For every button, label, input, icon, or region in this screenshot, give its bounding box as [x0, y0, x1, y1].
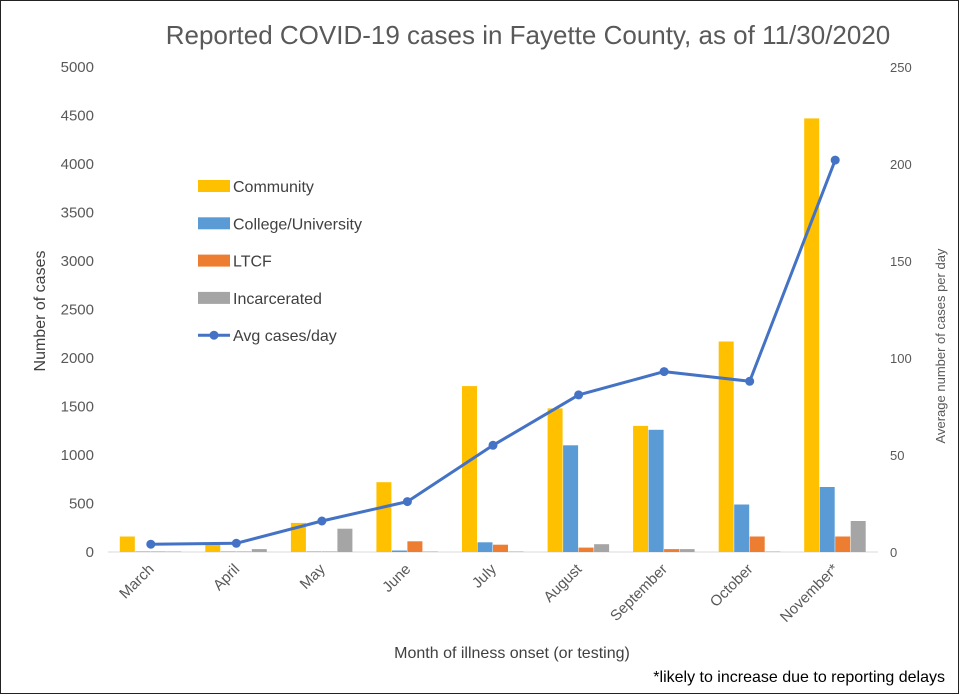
x-tick-label: April — [210, 561, 243, 594]
y-tick-label: 5000 — [61, 59, 94, 76]
x-tick-label: July — [469, 560, 500, 591]
bar-incarcerated-3 — [422, 551, 438, 552]
legend-swatch-college-university — [198, 217, 230, 230]
legend-label: College/University — [233, 216, 362, 233]
bar-ltcf-8 — [835, 536, 851, 552]
y2-tick-label: 0 — [890, 545, 897, 560]
y-tick-label: 0 — [86, 544, 94, 561]
bar-college-university-6 — [648, 429, 664, 552]
bar-college-university-4 — [477, 542, 493, 552]
legend-swatch-incarcerated — [198, 291, 230, 304]
y-axis-left: 0 500 1000 1500 2000 2500 3000 3500 4000 4500 5000 — [61, 59, 94, 561]
bar-incarcerated-4 — [508, 551, 524, 552]
y-tick-label: 1500 — [61, 399, 94, 416]
y-tick-label: 500 — [69, 496, 94, 513]
legend-label: LTCF — [233, 254, 272, 271]
avg-cases-marker-7 — [745, 376, 755, 386]
bar-incarcerated-2 — [337, 528, 353, 552]
y-tick-label: 2500 — [61, 302, 94, 319]
bar-incarcerated-8 — [850, 521, 866, 552]
bar-ltcf-3 — [407, 541, 423, 552]
y-tick-label: 3000 — [61, 253, 94, 270]
legend-label: Community — [233, 179, 314, 196]
bar-college-university-8 — [819, 487, 835, 552]
avg-cases-marker-8 — [830, 155, 840, 165]
bar-community-5 — [547, 408, 563, 552]
bar-community-0 — [119, 536, 135, 552]
bar-community-3 — [376, 482, 392, 552]
avg-cases-marker-1 — [231, 538, 241, 548]
x-tick-label: May — [297, 560, 329, 592]
bar-incarcerated-5 — [594, 544, 610, 552]
legend-swatch-marker — [209, 330, 219, 340]
bar-ltcf-4 — [493, 544, 508, 552]
legend-label: Incarcerated — [233, 291, 322, 308]
bar-college-university-1 — [220, 551, 236, 552]
avg-cases-marker-4 — [488, 440, 498, 450]
x-tick-label: November* — [777, 561, 842, 626]
y-tick-label: 4000 — [61, 156, 94, 173]
legend-label: Avg cases/day — [233, 328, 337, 345]
x-tick-label: March — [116, 561, 157, 602]
legend-swatch-community — [198, 180, 230, 192]
bar-college-university-7 — [734, 504, 750, 552]
legend-swatch-ltcf — [198, 254, 230, 267]
bar-community-7 — [718, 341, 734, 552]
y2-tick-label: 150 — [890, 254, 912, 269]
legend: Community College/University LTCF Incarcera… — [198, 179, 362, 345]
avg-line-group — [146, 155, 840, 549]
bar-ltcf-7 — [749, 536, 765, 552]
y2-tick-label: 50 — [890, 448, 904, 463]
bar-community-8 — [804, 118, 820, 553]
bar-ltcf-2 — [321, 551, 337, 552]
bar-ltcf-1 — [236, 551, 252, 552]
bar-community-4 — [462, 386, 477, 552]
bar-ltcf-6 — [664, 549, 680, 552]
avg-cases-marker-0 — [146, 539, 156, 549]
bar-ltcf-5 — [578, 547, 594, 552]
y2-tick-label: 250 — [890, 60, 912, 75]
bar-incarcerated-6 — [679, 549, 695, 552]
y-axis-right: 0 50 100 150 200 250 — [890, 60, 912, 560]
bar-college-university-3 — [391, 550, 407, 552]
y2-tick-label: 200 — [890, 157, 912, 172]
bar-ltcf-0 — [150, 551, 166, 552]
x-axis: March April May June July August September Octo… — [116, 560, 842, 626]
y2-axis-label: Average number of cases per day — [933, 248, 948, 443]
bar-community-1 — [205, 543, 221, 552]
bar-incarcerated-0 — [166, 551, 182, 552]
y2-tick-label: 100 — [890, 351, 912, 366]
chart-title: Reported COVID-19 cases in Fayette Count… — [166, 20, 891, 50]
bar-incarcerated-7 — [765, 551, 781, 552]
avg-cases-marker-6 — [659, 367, 669, 377]
y-tick-label: 2000 — [61, 350, 94, 367]
avg-cases-marker-5 — [574, 390, 584, 400]
bar-college-university-0 — [135, 551, 151, 552]
bar-college-university-5 — [563, 445, 579, 552]
bar-community-2 — [290, 522, 306, 552]
footnote: *likely to increase due to reporting del… — [653, 669, 945, 686]
x-tick-label: August — [540, 560, 586, 606]
bar-college-university-2 — [306, 551, 322, 552]
y-tick-label: 3500 — [61, 205, 94, 222]
bar-community-6 — [633, 425, 649, 552]
x-tick-label: October — [707, 561, 757, 611]
avg-cases-marker-2 — [317, 516, 327, 526]
y-tick-label: 1000 — [61, 447, 94, 464]
bars-group — [119, 118, 866, 553]
y-axis-label: Number of cases — [32, 251, 49, 372]
avg-cases-marker-3 — [402, 497, 412, 507]
y-tick-label: 4500 — [61, 108, 94, 125]
x-axis-label: Month of illness onset (or testing) — [394, 645, 630, 662]
bar-incarcerated-1 — [251, 549, 267, 552]
x-tick-label: September — [607, 561, 671, 625]
x-tick-label: June — [379, 561, 414, 596]
